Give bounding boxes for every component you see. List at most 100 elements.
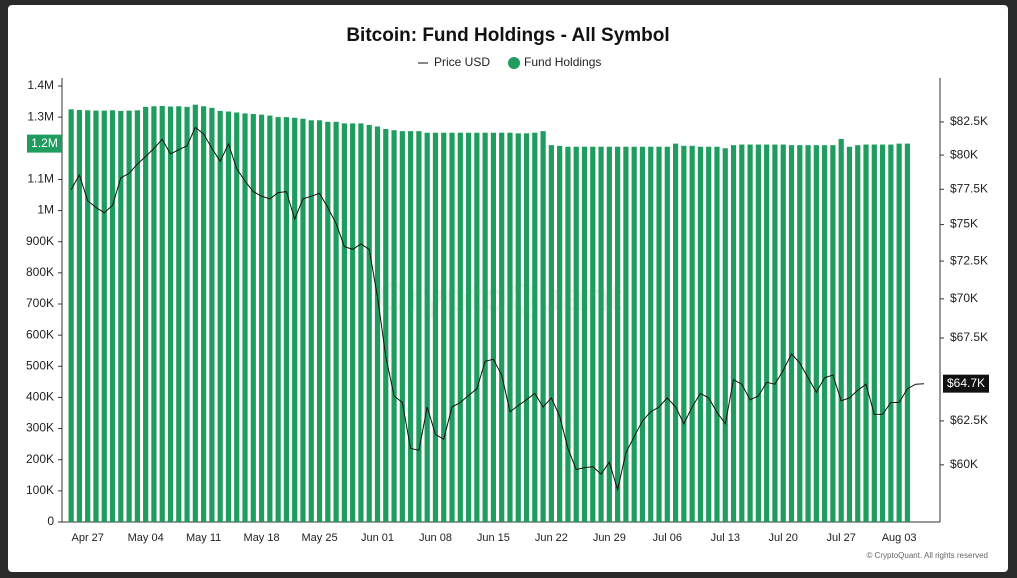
bar	[755, 144, 761, 522]
x-tick-label: Jun 01	[361, 532, 394, 544]
bar	[557, 145, 563, 522]
legend-label: Fund Holdings	[524, 55, 601, 69]
y-tick-label: 600K	[26, 327, 54, 341]
bar	[101, 110, 107, 523]
bar	[159, 105, 165, 522]
bar	[109, 110, 116, 522]
bar	[904, 143, 911, 522]
y-tick-label: 0	[47, 514, 54, 528]
y-tick-label: 1.3M	[27, 109, 54, 123]
bar	[871, 144, 877, 522]
bar	[201, 106, 207, 522]
bar	[482, 132, 488, 522]
bar	[176, 106, 182, 522]
y2-tick-label: $80K	[950, 147, 978, 161]
x-tick-label: Jul 06	[653, 532, 682, 544]
bar	[615, 146, 621, 522]
bar	[788, 145, 795, 522]
y-tick-label: 900K	[26, 234, 54, 248]
bar	[300, 118, 306, 522]
bar	[391, 130, 397, 523]
bar	[308, 120, 314, 522]
bar	[432, 132, 439, 522]
bar	[134, 110, 140, 522]
bar	[209, 107, 215, 523]
bar	[648, 146, 654, 522]
last-value-label: $64.7K	[947, 376, 985, 390]
bar	[822, 145, 828, 522]
bar	[242, 113, 248, 523]
bar	[358, 123, 364, 522]
x-tick-label: Jul 27	[827, 532, 856, 544]
bar	[689, 145, 695, 522]
x-tick-label: May 18	[244, 532, 280, 544]
y2-tick-label: $82.5K	[950, 114, 988, 128]
x-tick-label: May 04	[128, 532, 164, 544]
bar	[706, 146, 712, 522]
bar	[855, 145, 861, 522]
bar	[267, 115, 273, 522]
y-tick-label: 500K	[26, 358, 54, 372]
chart-title: Bitcoin: Fund Holdings - All Symbol	[346, 25, 669, 46]
bar	[540, 131, 546, 522]
bar	[664, 146, 670, 522]
credit: © CryptoQuant. All rights reserved	[867, 551, 989, 560]
x-tick-label: Aug 03	[882, 532, 917, 544]
bar	[772, 144, 778, 522]
bar	[780, 144, 786, 522]
bar	[747, 144, 753, 522]
y2-tick-label: $70K	[950, 291, 978, 305]
last-value-marker	[27, 134, 62, 153]
bar	[118, 110, 124, 523]
bar	[838, 138, 844, 522]
x-tick-label: Apr 27	[71, 532, 103, 544]
bar	[416, 131, 422, 522]
x-tick-label: Jun 08	[419, 532, 452, 544]
x-tick-label: May 25	[302, 532, 338, 544]
bar	[623, 146, 629, 522]
bar	[888, 144, 894, 522]
bar	[76, 109, 83, 522]
bar	[217, 110, 223, 523]
bar	[656, 146, 662, 522]
bar	[813, 145, 819, 522]
x-tick-label: Jun 29	[593, 532, 626, 544]
bar	[730, 145, 737, 522]
bar	[465, 132, 472, 522]
bar	[672, 143, 679, 522]
bar	[424, 132, 430, 522]
bar	[283, 117, 290, 523]
price-line	[70, 126, 925, 492]
bar	[68, 109, 74, 522]
bar	[93, 110, 99, 523]
legend-label: Price USD	[434, 55, 490, 69]
y-tick-label: 1.1M	[27, 172, 54, 186]
x-tick-label: Jun 22	[535, 532, 568, 544]
bar	[250, 114, 256, 523]
x-tick-label: Jul 20	[769, 532, 798, 544]
bar	[151, 106, 157, 522]
bar	[581, 146, 588, 522]
bar	[225, 111, 232, 522]
bar	[507, 132, 513, 522]
y-tick-label: 200K	[26, 452, 54, 466]
x-tick-label: May 11	[186, 532, 221, 544]
bar	[639, 146, 646, 522]
bar	[896, 143, 902, 522]
bar	[474, 132, 480, 522]
bar	[316, 120, 323, 522]
x-tick-label: Jul 13	[711, 532, 740, 544]
bar	[714, 146, 720, 522]
bar	[275, 117, 281, 523]
bar	[606, 146, 612, 522]
bar	[805, 145, 811, 522]
y2-tick-label: $60K	[950, 457, 978, 471]
bar	[499, 132, 505, 522]
bar	[258, 114, 265, 522]
bar	[863, 144, 869, 522]
bar	[325, 121, 331, 523]
bar	[846, 146, 853, 522]
bar	[548, 145, 554, 522]
